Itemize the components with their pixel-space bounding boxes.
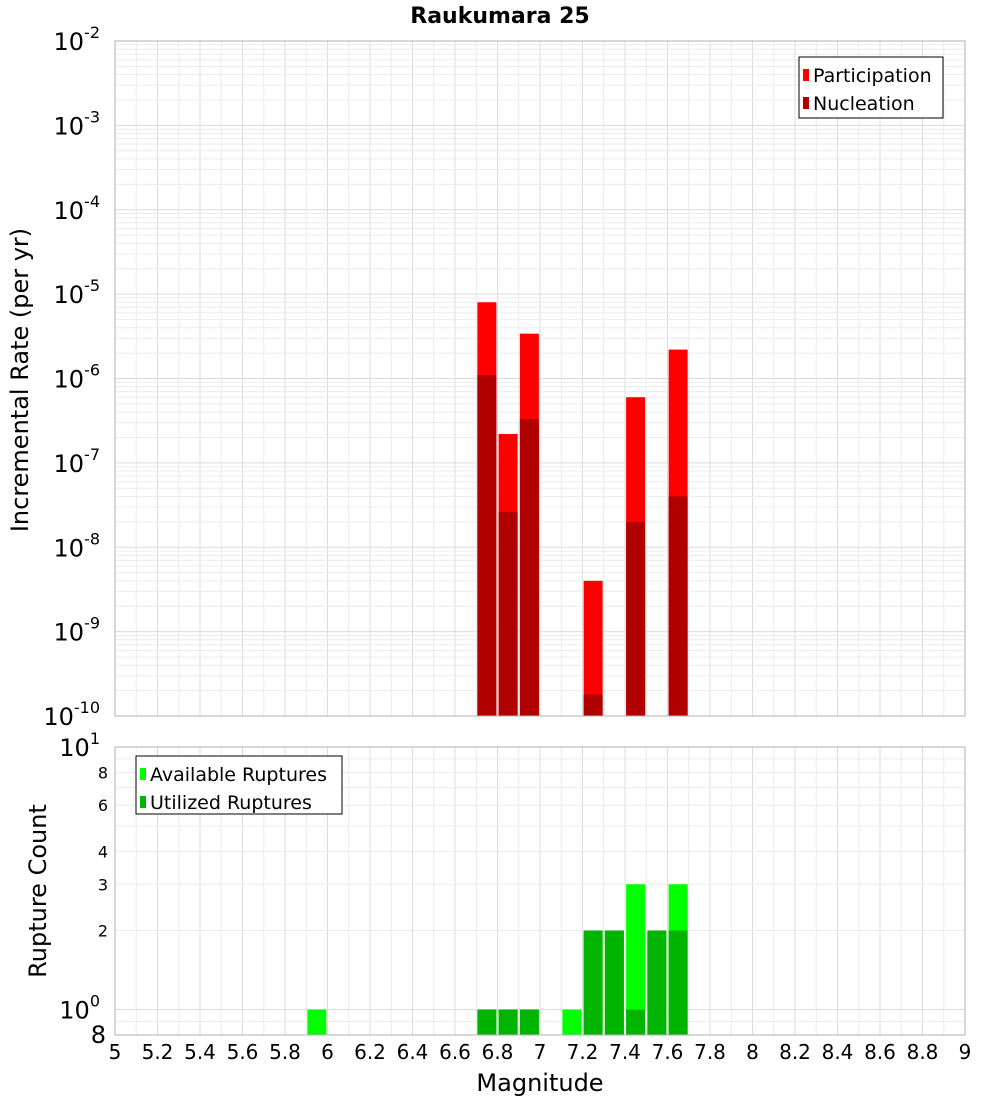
legend-label: Available Ruptures (150, 764, 327, 786)
y-tick-label: 10-5 (54, 276, 101, 309)
legend-label: Nucleation (813, 93, 915, 115)
bar (626, 1009, 646, 1035)
bar (498, 1009, 518, 1035)
bar (647, 930, 667, 1035)
bar (626, 884, 646, 1035)
y-tick-label: 101 (59, 729, 100, 762)
x-tick-label: 8.6 (864, 1040, 896, 1064)
y-tick-label: 10-3 (54, 107, 101, 140)
y-tick-label: 10-9 (54, 614, 101, 647)
y-tick-label: 10-6 (54, 361, 101, 394)
chart-title: Raukumara 25 (410, 4, 589, 29)
series-nucleation (477, 375, 688, 716)
legend-box (798, 56, 944, 119)
count-y-axis-label: Rupture Count (24, 804, 52, 978)
series-utilized-ruptures (477, 930, 688, 1035)
x-axis-ticks: 5 5.2 5.4 5.6 5.8 6 6.2 6.4 6.6 6.8 7 7.2 7.4 7.6 7.8 8… (109, 1040, 972, 1064)
plot-frame (114, 40, 966, 717)
x-tick-label: 6 (321, 1040, 334, 1064)
x-tick-label: 6.2 (354, 1040, 386, 1064)
y-tick-label: 10-7 (54, 445, 101, 478)
rate-y-axis-label: Incremental Rate (per yr) (6, 228, 34, 532)
x-tick-label: 7.4 (609, 1040, 641, 1064)
bar (583, 930, 603, 1035)
x-tick-label: 9 (959, 1040, 972, 1064)
legend-box (135, 755, 343, 815)
x-tick-label: 7.6 (652, 1040, 684, 1064)
x-tick-label: 5.8 (269, 1040, 301, 1064)
x-tick-label: 5.4 (184, 1040, 216, 1064)
bar (604, 930, 624, 1035)
bar (668, 496, 688, 716)
rate-plot: 10-10 10-9 10-8 10-7 10-6 10-5 10-4 10-3 10-2 Par… (43, 23, 966, 731)
x-tick-label: 8 (746, 1040, 759, 1064)
bar (668, 930, 688, 1035)
y-tick-label: 10-2 (54, 23, 101, 56)
bar (583, 580, 603, 716)
legend-swatch (803, 97, 809, 109)
legend-swatch (803, 69, 809, 81)
y-tick-label: 3 (98, 875, 108, 894)
y-tick-label: 4 (98, 842, 108, 861)
y-tick-label: 6 (98, 796, 108, 815)
legend: Participation Nucleation (798, 56, 944, 119)
x-tick-label: 6.8 (482, 1040, 514, 1064)
plot-frame (114, 746, 966, 1036)
grid-lines (114, 40, 966, 717)
bar (519, 419, 539, 716)
bar (519, 1009, 539, 1035)
bar (562, 1009, 582, 1035)
x-tick-label: 5.2 (142, 1040, 174, 1064)
x-tick-label: 6.4 (397, 1040, 429, 1064)
y-tick-label: 2 (98, 922, 108, 941)
legend-swatch (140, 768, 146, 780)
bar (626, 521, 646, 716)
legend: Available Ruptures Utilized Ruptures (135, 755, 343, 815)
bar (477, 375, 497, 716)
x-tick-label: 7 (534, 1040, 547, 1064)
y-tick-label: 10-8 (54, 529, 101, 562)
legend-swatch (140, 796, 146, 808)
bar (307, 1009, 327, 1035)
x-tick-label: 5.6 (227, 1040, 259, 1064)
x-tick-label: 6.6 (439, 1040, 471, 1064)
x-tick-label: 8.4 (822, 1040, 854, 1064)
x-tick-label: 7.8 (694, 1040, 726, 1064)
y-tick-label: 100 (59, 992, 100, 1025)
bar (498, 512, 518, 716)
y-tick-label: 8 (98, 763, 108, 782)
x-axis-label: Magnitude (476, 1069, 603, 1097)
x-tick-label: 8.2 (779, 1040, 811, 1064)
legend-label: Participation (813, 65, 932, 87)
x-tick-label: 8.8 (907, 1040, 939, 1064)
y-tick-label: 8 (91, 1021, 106, 1049)
y-axis-ticks: 10-10 10-9 10-8 10-7 10-6 10-5 10-4 10-3 10-2 (43, 23, 100, 731)
x-tick-label: 7.2 (567, 1040, 599, 1064)
y-tick-label: 10-10 (43, 698, 100, 731)
bar (477, 1009, 497, 1035)
y-tick-label: 10-4 (54, 192, 101, 225)
bar (583, 694, 603, 716)
x-tick-label: 5 (109, 1040, 122, 1064)
legend-label: Utilized Ruptures (150, 792, 312, 814)
